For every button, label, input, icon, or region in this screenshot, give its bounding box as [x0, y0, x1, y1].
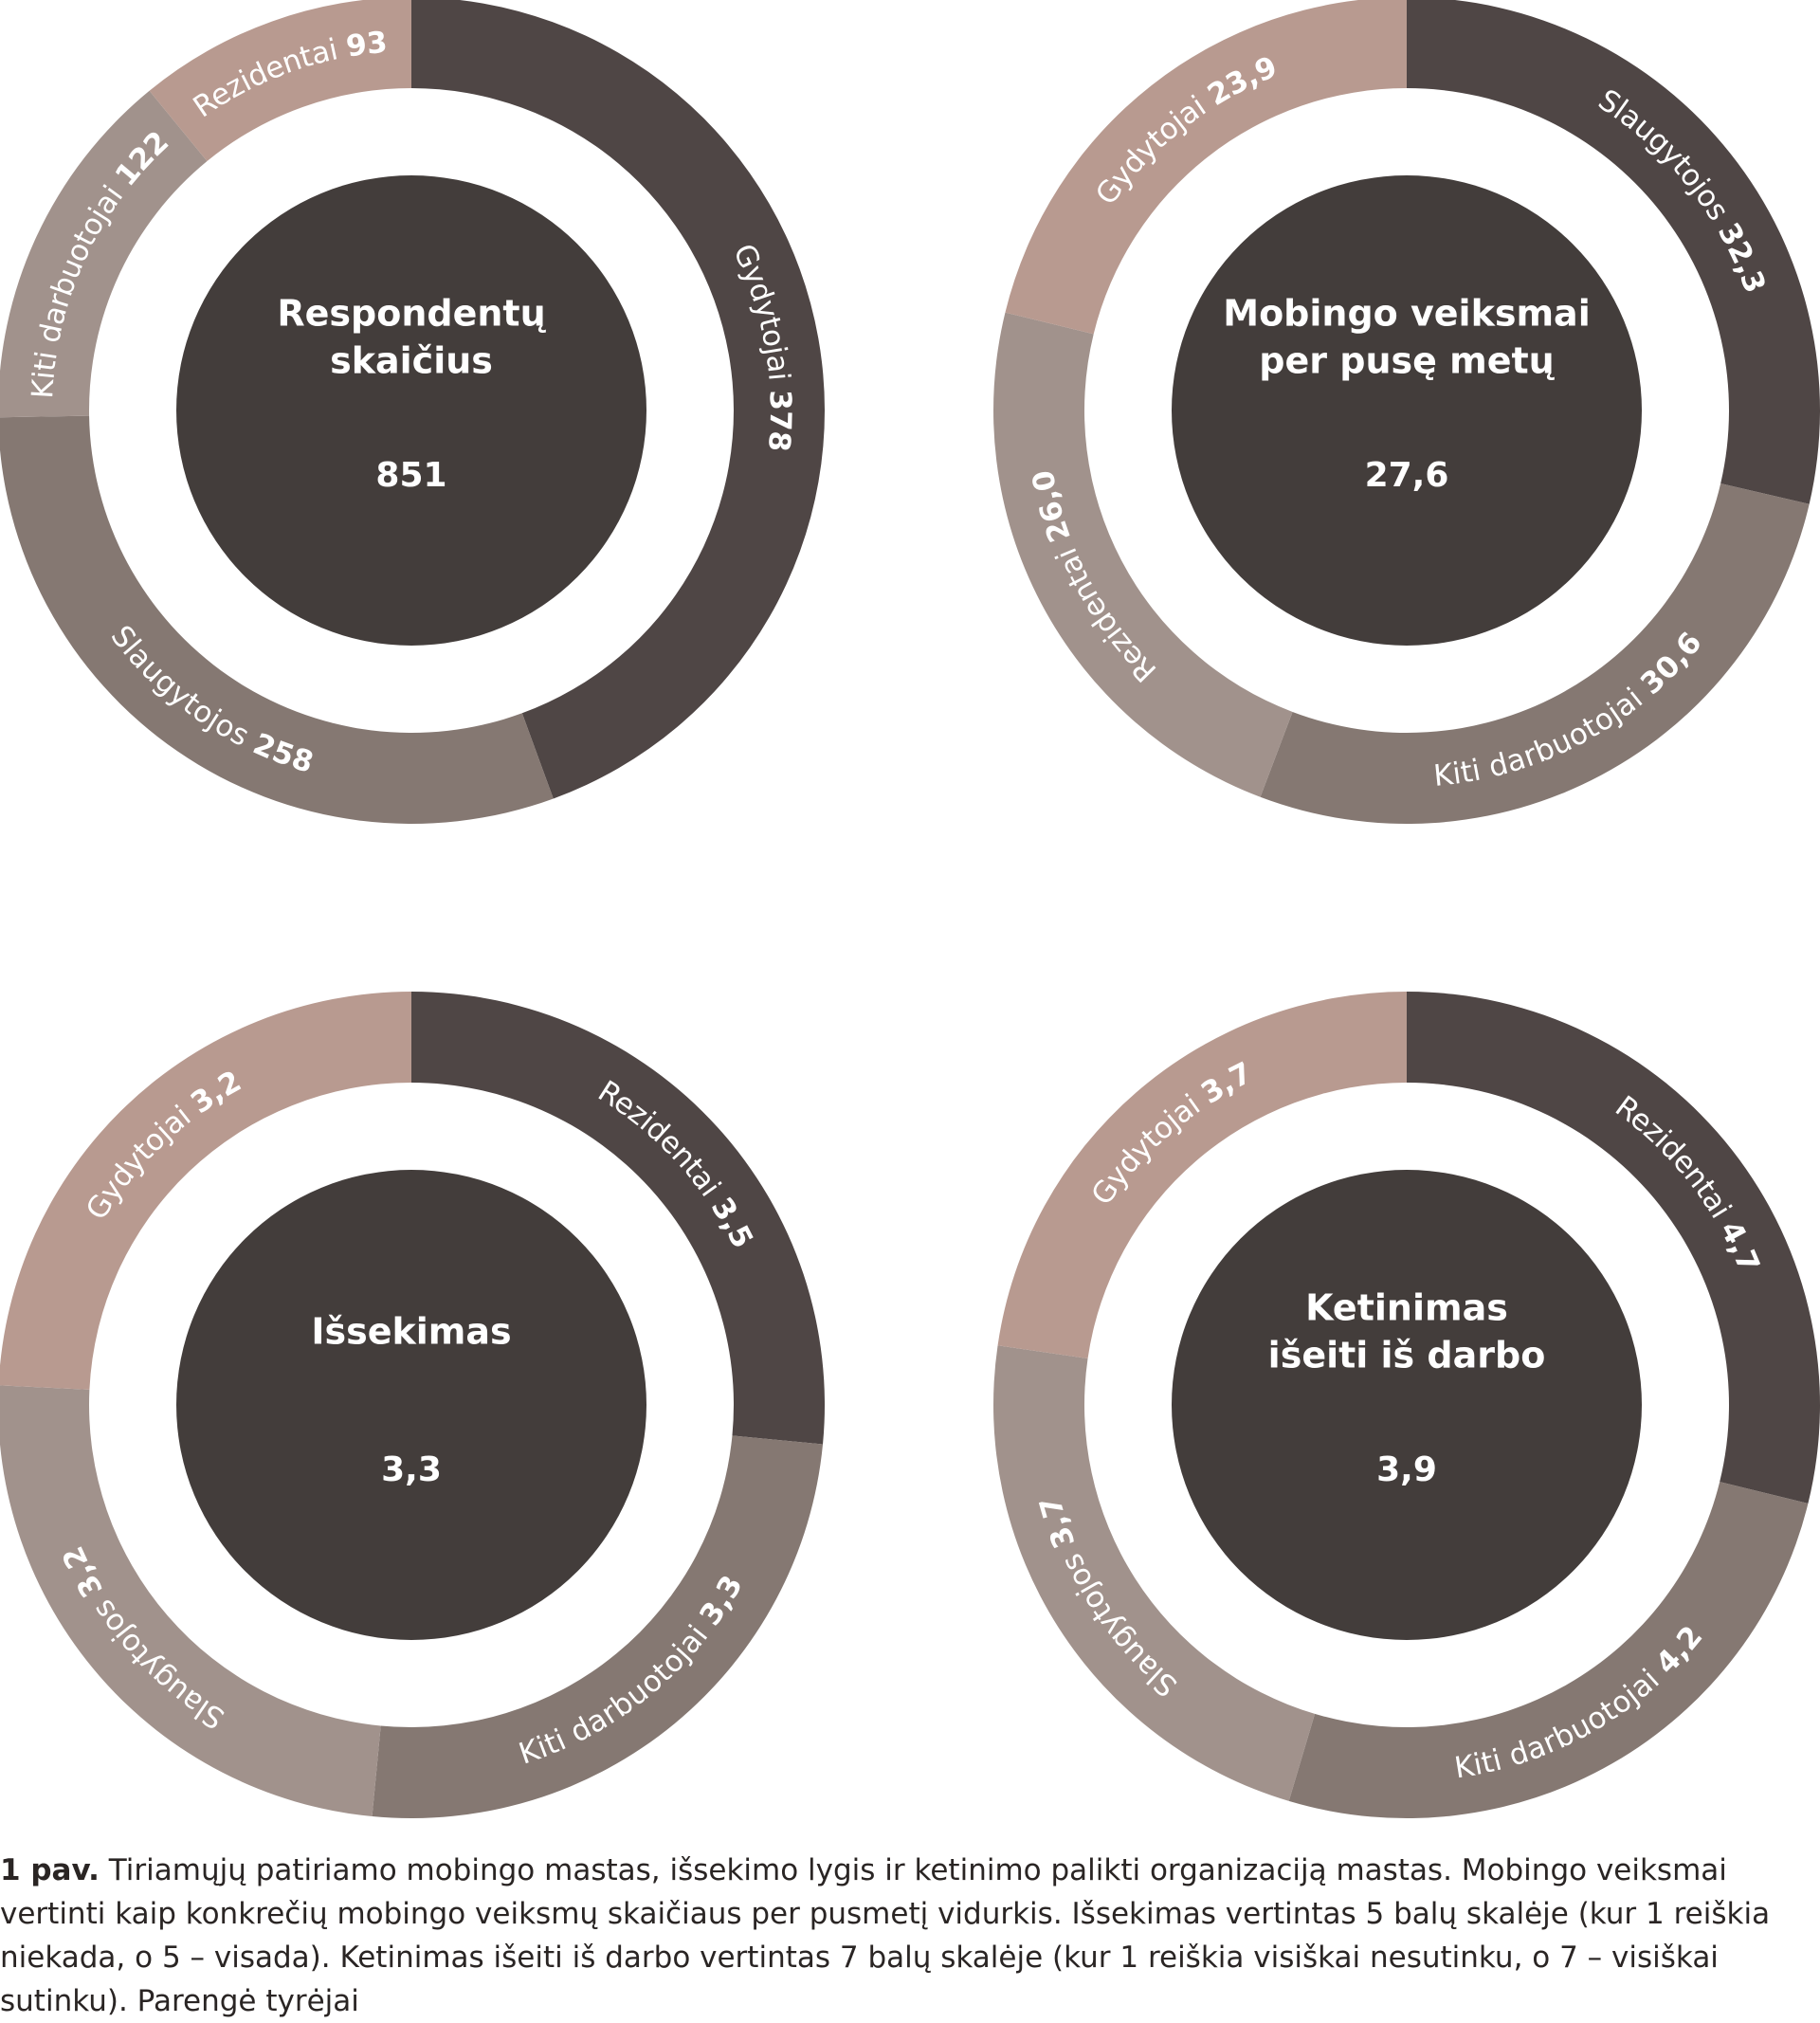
center-circle [176, 1170, 646, 1640]
segment [411, 0, 825, 799]
segment [372, 1435, 824, 1818]
center-circle [1172, 175, 1642, 646]
segment [0, 1385, 381, 1817]
caption-label: 1 pav. [0, 1853, 100, 1887]
segment [1407, 992, 1820, 1504]
segment [1260, 483, 1810, 824]
center-circle [1172, 1170, 1642, 1640]
center-value: 3,9 [1376, 1450, 1437, 1489]
segment [0, 90, 208, 418]
segment [997, 992, 1407, 1359]
segment-value: 93 [344, 25, 389, 64]
segment [149, 0, 411, 162]
center-title: skaičius [330, 340, 493, 382]
center-title: per pusę metų [1259, 340, 1555, 382]
center-title: Ketinimas [1305, 1287, 1508, 1329]
center-title: Išsekimas [311, 1311, 511, 1353]
segment [1005, 0, 1407, 335]
segment [0, 992, 411, 1390]
center-title: Respondentų [277, 293, 546, 335]
center-title: išeiti iš darbo [1268, 1335, 1546, 1376]
center-value: 27,6 [1365, 456, 1449, 495]
caption: 1 pav. Tiriamųjų patiriamo mobingo masta… [0, 1849, 1815, 2023]
segment-value: 378 [761, 390, 797, 453]
segment [1407, 0, 1820, 504]
segment [1288, 1482, 1809, 1818]
caption-text: Tiriamųjų patiriamo mobingo mastas, išse… [0, 1853, 1771, 2018]
center-circle [176, 175, 646, 646]
segment [992, 312, 1293, 797]
center-title: Mobingo veiksmai [1223, 293, 1590, 335]
segment [411, 992, 825, 1445]
segment [993, 1345, 1316, 1801]
segment [0, 415, 554, 824]
center-value: 3,3 [381, 1450, 442, 1489]
center-value: 851 [375, 456, 446, 495]
